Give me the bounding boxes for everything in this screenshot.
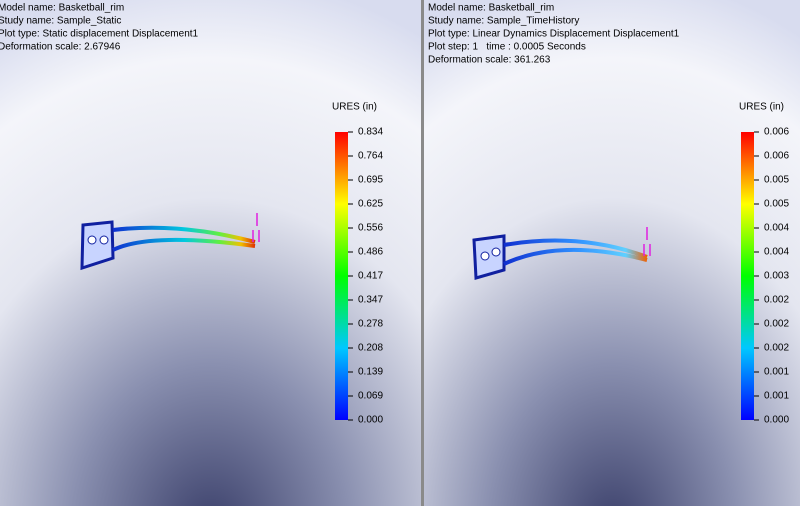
info-line: Deformation scale: 361.263 <box>428 55 551 66</box>
color-bar <box>741 132 754 420</box>
legend-label: 0.000 <box>764 415 789 426</box>
info-line: Study name: Sample_Static <box>0 16 121 27</box>
legend-label: 0.001 <box>764 391 789 402</box>
legend-label: 0.417 <box>358 271 383 282</box>
legend-title: URES (in) <box>332 102 377 113</box>
legend-title: URES (in) <box>739 102 784 113</box>
info-line: Study name: Sample_TimeHistory <box>428 16 579 27</box>
legend-label: 0.556 <box>358 223 383 234</box>
legend-label: 0.004 <box>764 247 789 258</box>
legend-label: 0.002 <box>764 343 789 354</box>
legend-label: 0.625 <box>358 199 383 210</box>
legend-label: 0.005 <box>764 199 789 210</box>
model-static <box>80 213 260 271</box>
info-line: Model name: Basketball_rim <box>0 3 124 14</box>
legend-label: 0.208 <box>358 343 383 354</box>
divider <box>421 0 424 506</box>
color-bar <box>335 132 348 420</box>
legend-label: 0.002 <box>764 319 789 330</box>
legend-label: 0.006 <box>764 127 789 138</box>
legend-label: 0.000 <box>358 415 383 426</box>
legend-label: 0.834 <box>358 127 383 138</box>
legend-label: 0.139 <box>358 367 383 378</box>
legend-label: 0.347 <box>358 295 383 306</box>
info-line: Plot type: Static displacement Displacem… <box>0 29 199 40</box>
legend-label: 0.001 <box>764 367 789 378</box>
legend-label: 0.005 <box>764 175 789 186</box>
viewport-background <box>0 0 421 506</box>
legend-label: 0.764 <box>358 151 383 162</box>
info-line: Model name: Basketball_rim <box>428 3 554 14</box>
legend-label: 0.006 <box>764 151 789 162</box>
legend-label: 0.002 <box>764 295 789 306</box>
legend-label: 0.003 <box>764 271 789 282</box>
legend-label: 0.004 <box>764 223 789 234</box>
info-line: Deformation scale: 2.67946 <box>0 42 121 53</box>
info-line: Plot type: Linear Dynamics Displacement … <box>428 29 680 40</box>
legend-label: 0.069 <box>358 391 383 402</box>
model-dynamic <box>472 227 651 280</box>
legend-label: 0.278 <box>358 319 383 330</box>
info-line: Plot step: 1 time : 0.0005 Seconds <box>428 42 586 53</box>
legend-label: 0.695 <box>358 175 383 186</box>
legend-label: 0.486 <box>358 247 383 258</box>
